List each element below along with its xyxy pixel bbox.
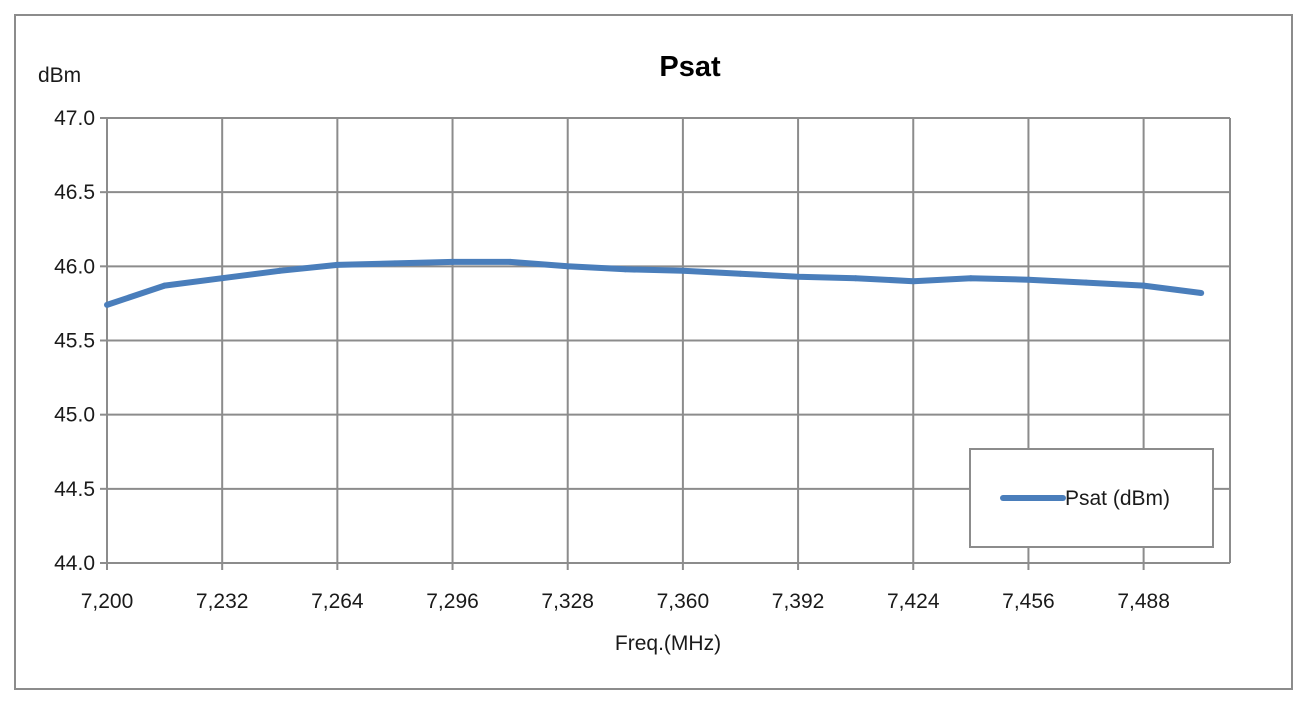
x-tick-label: 7,264 [311,590,364,613]
data-point [219,275,226,282]
x-tick-label: 7,456 [1002,590,1055,613]
chart-title: Psat [659,51,721,83]
data-point [1198,290,1205,297]
legend-box [969,448,1214,548]
y-tick-label: 46.5 [54,181,95,204]
y-tick-label: 45.0 [54,404,95,427]
data-point [564,263,571,270]
data-point [622,266,629,273]
data-point [391,260,398,267]
legend: Psat (dBm) [969,448,1214,548]
x-tick-label: 7,360 [657,590,710,613]
series-layer [104,258,1205,308]
data-point [852,275,859,282]
x-tick-label: 7,424 [887,590,940,613]
data-point [1083,279,1090,286]
y-tick-label: 44.0 [54,552,95,575]
x-tick-label: 7,328 [541,590,594,613]
x-tick-label: 7,488 [1117,590,1170,613]
data-point [507,258,514,265]
data-point [334,261,341,268]
data-point [967,275,974,282]
data-point [679,267,686,274]
data-point [1025,276,1032,283]
data-point [737,270,744,277]
data-point [161,282,168,289]
y-tick-label: 45.5 [54,330,95,353]
tick-label-layer: 44.0 44.5 45.0 45.5 46.0 46.5 47.0 7,200 7,232 7,… [54,107,1170,613]
y-tick-label: 44.5 [54,478,95,501]
data-point [276,267,283,274]
x-tick-label: 7,200 [81,590,134,613]
y-tick-label: 46.0 [54,255,95,278]
legend-label: Psat (dBm) [1065,487,1170,510]
series-line-psat [106,258,1202,308]
chart-frame [14,14,1293,690]
y-tick-label: 47.0 [54,107,95,130]
x-tick-label: 7,232 [196,590,249,613]
x-tick-label: 7,296 [426,590,479,613]
data-point [1140,282,1147,289]
data-point [449,258,456,265]
x-tick-label: 7,392 [772,590,825,613]
x-axis-title: Freq.(MHz) [615,632,721,655]
data-point [795,273,802,280]
data-point [104,301,110,308]
y-axis-title: dBm [38,64,81,87]
data-point [910,278,917,285]
